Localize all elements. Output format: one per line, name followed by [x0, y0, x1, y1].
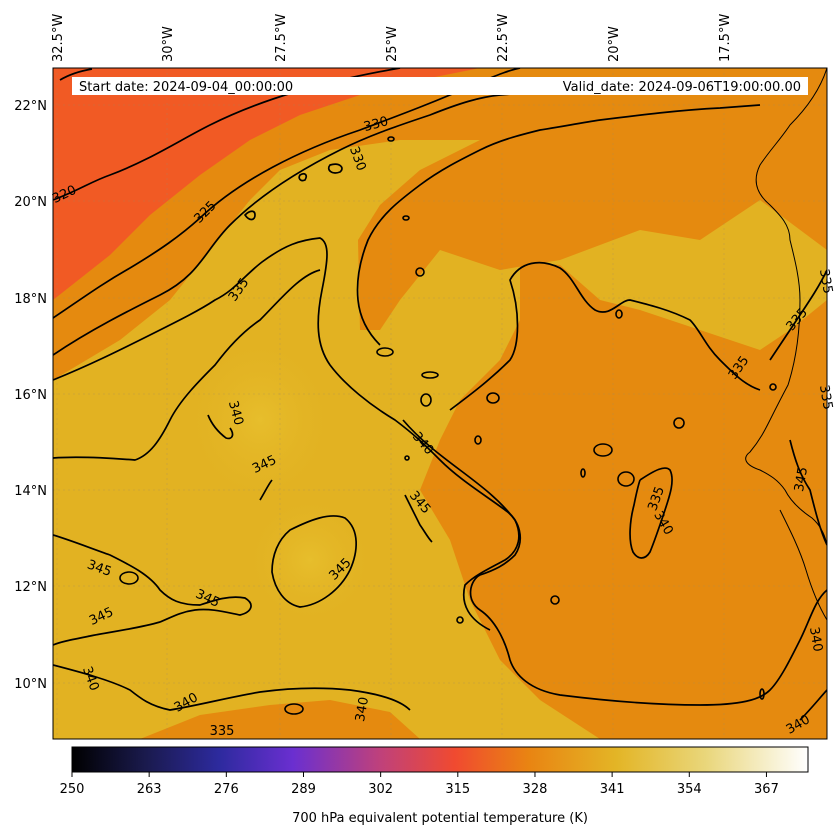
lat-tick-label: 10°N [14, 677, 47, 692]
contour-340-inner [402, 419, 520, 631]
valid-date: Valid_date: 2024-09-06T19:00:00.00 [563, 80, 801, 95]
contour-blob [415, 267, 425, 277]
contour-345-north [259, 479, 273, 501]
contour-345-river [404, 494, 433, 543]
lon-tick-label: 17.5°W [718, 14, 733, 62]
map-frame [52, 67, 828, 740]
contour-blob [284, 703, 304, 715]
contour-label: 335 [210, 724, 235, 739]
contour-335-loop [449, 261, 761, 411]
contour-335-main [53, 237, 827, 706]
contour-label: 340 [353, 696, 372, 723]
contour-330-blobs [244, 163, 343, 221]
map-field [53, 68, 827, 739]
colorbar-tick-label: 302 [368, 782, 393, 797]
lat-tick-label: 16°N [14, 388, 47, 403]
contour-label: 335 [816, 268, 835, 295]
colorbar-tick-label: 263 [137, 782, 162, 797]
lon-tick-labels: 32.5°W 30°W 27.5°W 25°W 22.5°W 20°W 17.5°W [51, 14, 733, 62]
contour-blob [404, 455, 410, 461]
colorbar-ticks: 250 263 276 289 302 315 328 341 354 367 [60, 772, 779, 797]
colorbar-label: 700 hPa equivalent potential temperature… [292, 811, 588, 826]
contour-label: 345 [792, 466, 811, 493]
colorbar-tick-label: 250 [60, 782, 85, 797]
contour-330 [53, 92, 601, 356]
lon-tick-label: 30°W [161, 26, 176, 62]
contour-blob [769, 383, 777, 391]
contour-blob [376, 347, 394, 357]
lat-tick-label: 12°N [14, 580, 47, 595]
contour-label: 340 [225, 399, 246, 427]
field-warm-patch [240, 490, 380, 630]
lat-tick-labels: 22°N 20°N 18°N 16°N 14°N 12°N 10°N [14, 99, 47, 692]
coastline [745, 68, 827, 546]
contour-blob [421, 371, 439, 379]
colorbar-tick-label: 328 [523, 782, 548, 797]
contour-blob [759, 688, 765, 700]
contour-340-bottom [53, 664, 411, 711]
colorbar [71, 746, 809, 773]
contour-340-main [53, 269, 321, 461]
start-date: Start date: 2024-09-04_00:00:00 [79, 80, 293, 95]
contour-blob [617, 471, 635, 487]
lon-tick-label: 20°W [607, 26, 622, 62]
contour-blob [387, 136, 395, 142]
lon-tick-label: 25°W [385, 26, 400, 62]
contour-345-left [53, 534, 252, 646]
lat-tick-label: 18°N [14, 292, 47, 307]
date-banner [72, 77, 808, 95]
graticule [53, 68, 827, 739]
coastline-detail [779, 509, 827, 621]
contour-335-upper [356, 104, 761, 346]
contour-blob [402, 215, 410, 221]
field-orange-interior [420, 262, 827, 739]
contour-blob [119, 571, 139, 585]
field-orange-band [53, 68, 827, 380]
contour-label: 335 [816, 384, 835, 411]
lat-tick-label: 20°N [14, 195, 47, 210]
contour-blob [474, 435, 482, 445]
field-hot-zone [53, 68, 480, 300]
lat-tick-label: 14°N [14, 484, 47, 499]
contour-blob [593, 443, 613, 457]
contour-340-right [799, 689, 827, 721]
field-bottom-orange [140, 700, 420, 739]
lon-tick-label: 22.5°W [496, 14, 511, 62]
contour-label: 330 [362, 114, 390, 135]
contour-blob [456, 616, 464, 624]
contour-blob [615, 309, 623, 319]
colorbar-tick-label: 276 [214, 782, 239, 797]
contour-blob [550, 595, 560, 605]
colorbar-tick-label: 354 [677, 782, 702, 797]
field-warm-patch [180, 330, 340, 510]
colorbar-tick-label: 289 [291, 782, 316, 797]
lon-tick-label: 32.5°W [51, 14, 66, 62]
colorbar-tick-label: 341 [600, 782, 625, 797]
colorbar-tick-label: 315 [445, 782, 470, 797]
contour-blob [486, 392, 500, 404]
contour-340-east [789, 439, 827, 546]
colorbar-tick-label: 367 [754, 782, 779, 797]
contour-blob [580, 468, 586, 478]
contour-345-loop [271, 515, 357, 608]
contour-340-sm [207, 414, 234, 440]
contour-blob [673, 417, 685, 429]
contour-335-patch [629, 467, 673, 559]
lat-tick-label: 22°N [14, 99, 47, 114]
contour-blobs [119, 136, 777, 715]
contour-blob [420, 393, 432, 407]
contour-320-top [59, 68, 93, 81]
lon-tick-label: 27.5°W [274, 14, 289, 62]
contour-label: 340 [806, 626, 825, 653]
